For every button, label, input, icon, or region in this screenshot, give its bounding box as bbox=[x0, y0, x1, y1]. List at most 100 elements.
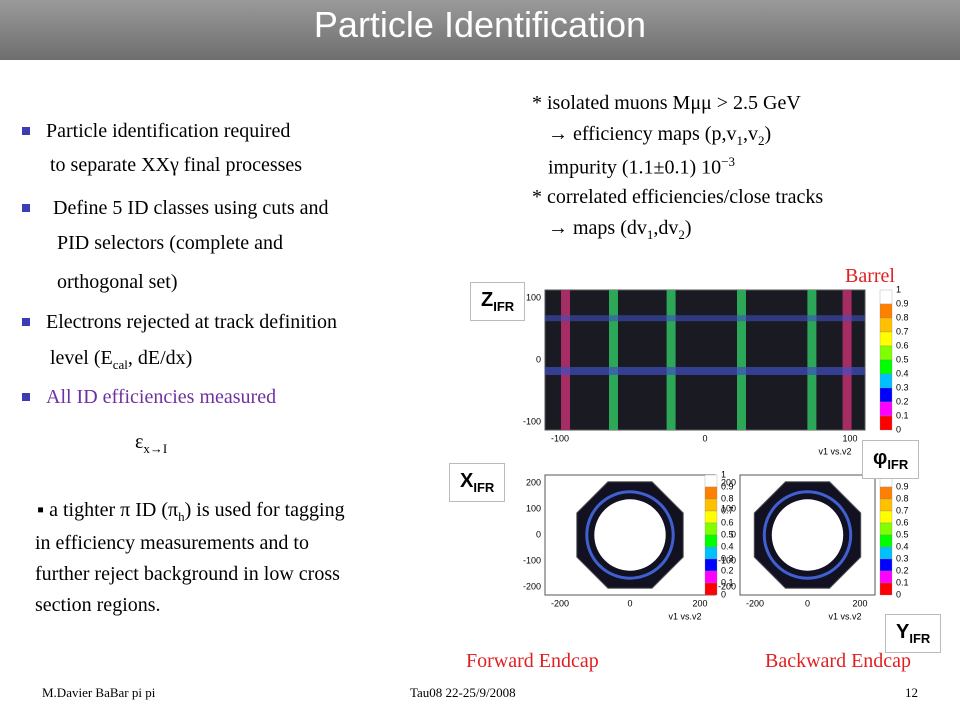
bullet-marker bbox=[22, 127, 30, 135]
x-axis-label: v1 vs.v2 bbox=[668, 611, 701, 621]
y-ifr-label: YIFR bbox=[885, 614, 942, 653]
text-segment: Define 5 ID classes using cuts and bbox=[53, 197, 329, 219]
colorbar-label: 0.4 bbox=[896, 368, 909, 378]
bullet-marker bbox=[22, 393, 30, 401]
text-segment: * correlated efficiencies/close tracks bbox=[532, 186, 824, 208]
colorbar-cell bbox=[704, 510, 718, 524]
bullet-text: level (Ecal, dE/dx) bbox=[50, 348, 192, 371]
text-segment: Z bbox=[481, 289, 494, 311]
colorbar-cell bbox=[704, 486, 718, 500]
colorbar-cell bbox=[879, 401, 893, 417]
x-tick-label: -200 bbox=[551, 598, 569, 608]
colorbar-cell bbox=[879, 359, 893, 375]
colorbar-label: 0 bbox=[896, 424, 901, 434]
text-segment: h bbox=[178, 509, 185, 524]
y-tick-label: 200 bbox=[526, 477, 541, 487]
note-line: in efficiency measurements and to bbox=[35, 533, 309, 553]
colorbar-label: 0.3 bbox=[896, 382, 909, 392]
forward-label: Forward Endcap bbox=[466, 650, 599, 672]
colorbar-cell bbox=[704, 522, 718, 536]
text-segment: → maps (dv bbox=[548, 217, 647, 239]
bullet-text: orthogonal set) bbox=[57, 272, 178, 292]
text-segment: IFR bbox=[473, 480, 495, 495]
x-tick-label: 200 bbox=[692, 598, 707, 608]
text-segment: * isolated muons Mμμ > 2.5 GeV bbox=[532, 92, 801, 114]
endcap-ring bbox=[585, 490, 675, 580]
colorbar-cell bbox=[879, 415, 893, 431]
colorbar-label: 0.5 bbox=[896, 529, 909, 539]
colorbar-cell bbox=[704, 558, 718, 572]
colorbar-label: 0.5 bbox=[896, 354, 909, 364]
note-line: section regions. bbox=[35, 595, 161, 615]
text-segment: cal bbox=[112, 357, 128, 372]
colorbar-label: 0.8 bbox=[896, 312, 909, 322]
x-tick-label: 0 bbox=[702, 433, 707, 443]
colorbar-cell bbox=[879, 289, 893, 305]
text-segment: x→I bbox=[143, 441, 168, 456]
phi-ifr-label: φIFR bbox=[862, 440, 920, 479]
map-stripe bbox=[561, 290, 570, 430]
text-segment: X bbox=[460, 470, 474, 492]
efficiency-symbol: εx→I bbox=[135, 432, 167, 455]
colorbar-label: 0 bbox=[896, 589, 901, 599]
colorbar-label: 0.7 bbox=[896, 326, 909, 336]
endcap-hole bbox=[594, 499, 666, 571]
colorbar-label: 0.3 bbox=[896, 553, 909, 563]
x-tick-label: 100 bbox=[842, 433, 857, 443]
text-segment: Y bbox=[896, 621, 910, 643]
text-segment: ,dv bbox=[653, 217, 679, 239]
text-segment: ,v bbox=[742, 123, 758, 145]
colorbar-cell bbox=[879, 498, 893, 512]
y-tick-label: 100 bbox=[526, 503, 541, 513]
y-tick-label: -200 bbox=[523, 581, 541, 591]
colorbar-cell bbox=[879, 570, 893, 584]
text-segment: IFR bbox=[493, 299, 515, 314]
bullet-text: Electrons rejected at track definition bbox=[46, 312, 337, 332]
colorbar-cell bbox=[879, 317, 893, 333]
colorbar-label: 0 bbox=[721, 589, 726, 599]
y-tick-label: 0 bbox=[536, 529, 541, 539]
note-line: further reject background in low cross bbox=[35, 564, 340, 584]
text-segment: further reject background in low cross bbox=[35, 563, 340, 585]
y-tick-label: 0 bbox=[536, 354, 541, 364]
colorbar-cell bbox=[704, 498, 718, 512]
y-tick-label: -100 bbox=[523, 555, 541, 565]
muon-note: * correlated efficiencies/close tracks bbox=[532, 187, 823, 207]
bullet-text: PID selectors (complete and bbox=[57, 233, 283, 253]
text-segment: ε bbox=[135, 431, 144, 453]
map-stripe bbox=[842, 290, 852, 430]
x-tick-label: 0 bbox=[627, 598, 632, 608]
text-segment: 1 bbox=[736, 133, 743, 148]
text-segment: 2 bbox=[757, 133, 765, 148]
colorbar-cell bbox=[704, 570, 718, 584]
colorbar-label: 0.1 bbox=[721, 577, 734, 587]
footer-author: M.Davier BaBar pi pi bbox=[42, 685, 156, 700]
colorbar-cell bbox=[879, 303, 893, 319]
map-stripe bbox=[807, 290, 817, 430]
colorbar-label: 0.2 bbox=[896, 396, 909, 406]
colorbar-label: 0.9 bbox=[896, 481, 909, 491]
colorbar-label: 0.6 bbox=[721, 517, 734, 527]
colorbar-label: 0.1 bbox=[896, 577, 909, 587]
colorbar-cell bbox=[704, 474, 718, 488]
colorbar-label: 0.9 bbox=[896, 298, 909, 308]
colorbar-cell bbox=[879, 345, 893, 361]
text-segment: PID selectors (complete and bbox=[57, 232, 284, 254]
colorbar-label: 0.8 bbox=[721, 493, 734, 503]
title-bar bbox=[0, 0, 960, 60]
colorbar-cell bbox=[879, 582, 893, 596]
colorbar-cell bbox=[879, 486, 893, 500]
text-segment: , dE/dx) bbox=[127, 347, 193, 369]
muon-note: impurity (1.1±0.1) 10−3 bbox=[548, 155, 735, 178]
text-segment: ) bbox=[764, 123, 772, 145]
z-ifr-label: ZIFR bbox=[470, 282, 526, 321]
colorbar-label: 0.6 bbox=[896, 340, 909, 350]
map-stripe bbox=[737, 290, 746, 430]
text-segment: ) bbox=[684, 217, 692, 239]
x-tick-label: -200 bbox=[746, 598, 764, 608]
colorbar-cell bbox=[879, 546, 893, 560]
slide-title: Particle Identification bbox=[313, 4, 647, 45]
map-stripe bbox=[666, 290, 676, 430]
